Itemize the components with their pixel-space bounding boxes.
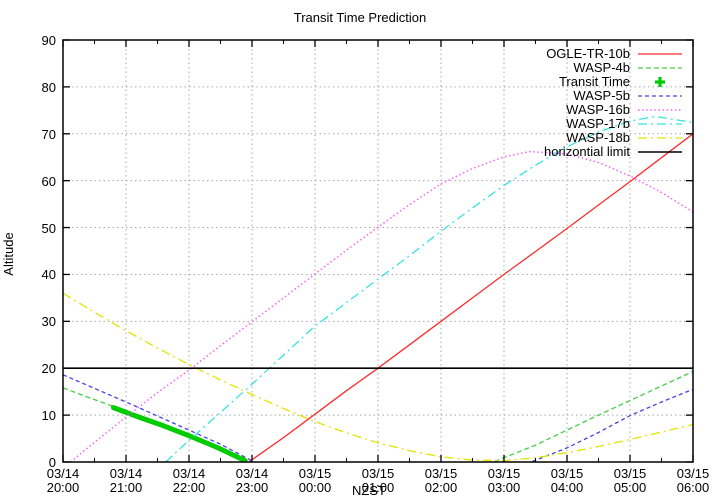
x-tick-label: 03/15 02:00 bbox=[424, 466, 458, 495]
x-tick-label: 03/15 00:00 bbox=[298, 466, 332, 495]
legend-label-wasp-16b: WASP-16b bbox=[566, 102, 630, 117]
x-tick-label: 03/14 21:00 bbox=[109, 466, 143, 495]
y-tick-label: 30 bbox=[41, 314, 56, 330]
series-transit-time bbox=[110, 405, 248, 462]
y-tick-label: 20 bbox=[41, 361, 56, 377]
y-tick-label: 90 bbox=[41, 33, 56, 48]
x-tick-label: 03/15 06:00 bbox=[676, 466, 710, 495]
x-tick-label: 03/14 23:00 bbox=[235, 466, 269, 495]
x-tick-label: 03/14 22:00 bbox=[172, 466, 206, 495]
chart-title: Transit Time Prediction bbox=[293, 10, 427, 25]
series-wasp-5b bbox=[532, 388, 693, 462]
y-tick-label: 40 bbox=[41, 267, 56, 283]
series-wasp-18b bbox=[63, 292, 693, 462]
x-axis-label: NZST bbox=[352, 483, 386, 498]
x-tick-label: 03/15 01:00 bbox=[361, 466, 395, 495]
legend-label-wasp-4b: WASP-4b bbox=[573, 60, 630, 75]
y-tick-label: 10 bbox=[41, 408, 56, 424]
legend-label-wasp-18b: WASP-18b bbox=[566, 130, 630, 145]
series-wasp-17b bbox=[165, 115, 693, 462]
series-ogle-tr-10b bbox=[248, 133, 693, 462]
x-tick-label: 03/15 04:00 bbox=[550, 466, 584, 495]
y-tick-label: 60 bbox=[41, 173, 56, 189]
x-tick-label: 03/14 20:00 bbox=[46, 466, 80, 495]
legend-label-wasp-5b: WASP-5b bbox=[573, 88, 630, 103]
x-tick-label: 03/15 05:00 bbox=[613, 466, 647, 495]
y-tick-label: 0 bbox=[48, 455, 56, 470]
y-tick-label: 80 bbox=[41, 79, 56, 95]
series-wasp-16b bbox=[70, 150, 693, 462]
legend-label-wasp-17b: WASP-17b bbox=[566, 116, 630, 131]
y-tick-label: 70 bbox=[41, 126, 56, 142]
x-tick-label: 03/15 03:00 bbox=[487, 466, 521, 495]
legend-label-ogle-tr-10b: OGLE-TR-10b bbox=[546, 46, 630, 61]
y-tick-label: 50 bbox=[41, 220, 56, 236]
legend-label-transit-time: Transit Time bbox=[559, 74, 630, 89]
legend-label-horizontial-limit: horizontial limit bbox=[544, 144, 630, 159]
series-wasp-4b bbox=[494, 370, 693, 462]
